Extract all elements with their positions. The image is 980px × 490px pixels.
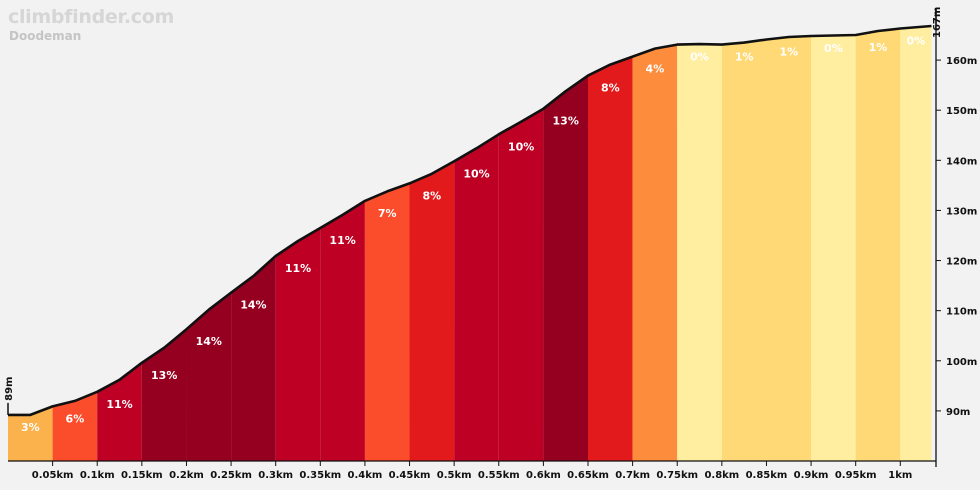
segment-3 [141,329,187,461]
x-tick-label-9: 0.5km [437,470,472,481]
grade-label-7: 11% [329,234,355,247]
gradient-segments [8,26,932,462]
grade-label-20: 0% [907,35,926,48]
grade-label-1: 6% [66,412,85,425]
grade-label-0: 3% [21,421,40,434]
profile-line [8,24,932,417]
x-tick-label-15: 0.8km [704,470,739,481]
grade-label-14: 4% [646,63,665,76]
x-tick-label-17: 0.9km [794,470,829,481]
start-elevation-label: 89m [4,377,15,401]
segment-10 [454,134,499,462]
segment-5 [231,256,276,461]
y-tick-label-1: 100m [946,357,977,368]
x-tick-label-2: 0.15km [121,470,163,481]
x-tick-label-6: 0.35km [299,470,341,481]
grade-label-16: 1% [735,51,754,64]
grade-label-6: 11% [285,262,311,275]
climb-name: Doodeman [9,29,82,43]
y-tick-label-6: 150m [946,106,977,117]
segment-20 [900,26,932,461]
x-tick-label-18: 0.95km [835,470,877,481]
grade-label-19: 1% [869,41,888,54]
grade-label-2: 11% [106,398,132,411]
x-tick-label-8: 0.45km [389,470,431,481]
x-tick-label-10: 0.55km [478,470,520,481]
segment-9 [409,161,455,462]
segment-12 [543,75,588,461]
grade-label-11: 10% [508,140,534,153]
grade-label-5: 14% [240,299,266,312]
x-tick-label-19: 1km [888,470,912,481]
x-tick-label-11: 0.6km [526,470,561,481]
y-tick-label-7: 160m [946,56,977,67]
x-tick-label-12: 0.65km [567,470,609,481]
grade-label-15: 0% [690,51,709,64]
segment-13 [588,56,633,461]
brand-logo: climbfinder.com [8,6,174,28]
x-tick-label-1: 0.1km [80,470,115,481]
grade-label-13: 8% [601,82,620,95]
x-tick-label-5: 0.3km [258,470,293,481]
segment-4 [186,292,232,461]
segment-11 [498,108,544,461]
x-tick-label-0: 0.05km [32,470,74,481]
grade-label-18: 0% [824,42,843,55]
segment-6 [275,228,321,461]
segment-14 [632,44,678,461]
segment-2 [97,362,142,461]
grade-label-4: 14% [196,335,222,348]
segment-7 [320,200,365,461]
segment-1 [52,391,98,461]
segment-0 [8,406,53,461]
x-tick-label-7: 0.4km [348,470,383,481]
grade-label-12: 13% [553,115,579,128]
x-tick-label-16: 0.85km [746,470,788,481]
grade-label-17: 1% [779,46,798,59]
x-tick-label-3: 0.2km [169,470,204,481]
segment-17 [766,36,812,461]
axes: 0.05km 0.1km 0.15km 0.2km 0.25km 0.3km 0.35km 0… [8,8,977,481]
grade-label-8: 7% [378,207,397,220]
gradient-labels: 3% 6% 11% 13% 14% 14% 11% 11% 7% 8% 10% 10% 13% 8% 4% 0… [21,35,925,434]
x-tick-label-13: 0.7km [615,470,650,481]
x-tick-label-4: 0.25km [210,470,252,481]
x-tick-label-14: 0.75km [656,470,698,481]
y-tick-label-5: 140m [946,156,977,167]
grade-label-3: 13% [151,369,177,382]
y-tick-label-4: 130m [946,206,977,217]
segment-18 [811,35,856,461]
segment-16 [721,39,767,461]
y-tick-label-2: 110m [946,307,977,318]
segment-8 [364,183,410,461]
y-tick-label-0: 90m [946,407,970,418]
segment-15 [677,44,722,461]
grade-label-10: 10% [463,167,489,180]
segment-19 [855,28,901,461]
grade-label-9: 8% [422,189,441,202]
end-elevation-label: 167m [932,7,943,38]
y-tick-label-3: 120m [946,257,977,268]
profile-line-group: 89m 167m [4,7,943,417]
